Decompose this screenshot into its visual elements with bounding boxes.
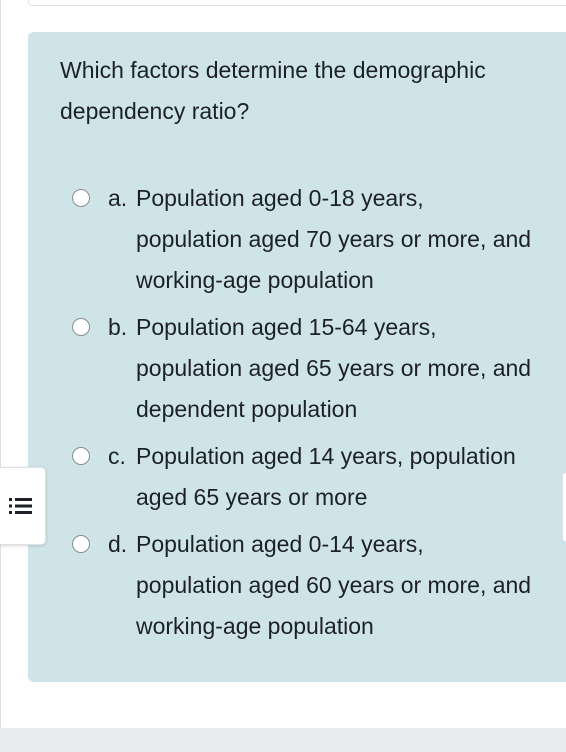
list-icon	[9, 498, 32, 514]
answer-label: Population aged 0-18 years, population a…	[136, 185, 532, 293]
radio-button-d[interactable]	[72, 535, 90, 553]
answer-letter: d.	[108, 531, 128, 557]
previous-section-box	[28, 0, 566, 6]
answer-letter: b.	[108, 314, 128, 340]
radio-button-b[interactable]	[72, 318, 90, 336]
radio-button-a[interactable]	[72, 189, 90, 207]
page-content: Which factors determine the demographic …	[0, 0, 566, 728]
drawer-toggle-button[interactable]	[0, 467, 46, 545]
answer-option-a[interactable]: a. Population aged 0-18 years, populatio…	[72, 178, 552, 301]
right-drawer-tab[interactable]	[562, 472, 566, 542]
answer-option-d[interactable]: d. Population aged 0-14 years, populatio…	[72, 524, 552, 647]
answer-option-b[interactable]: b. Population aged 15-64 years, populati…	[72, 307, 552, 430]
answer-label: Population aged 14 years, population age…	[136, 443, 516, 510]
page-footer-strip	[0, 728, 566, 752]
radio-button-c[interactable]	[72, 447, 90, 465]
answer-label: Population aged 15-64 years, population …	[136, 314, 532, 422]
answer-letter: a.	[108, 185, 128, 211]
answer-options: a. Population aged 0-18 years, populatio…	[72, 178, 552, 653]
answer-label: Population aged 0-14 years, population a…	[136, 531, 532, 639]
answer-letter: c.	[108, 443, 126, 469]
question-box: Which factors determine the demographic …	[28, 32, 566, 682]
question-text: Which factors determine the demographic …	[60, 57, 486, 124]
answer-option-c[interactable]: c. Population aged 14 years, population …	[72, 436, 552, 518]
